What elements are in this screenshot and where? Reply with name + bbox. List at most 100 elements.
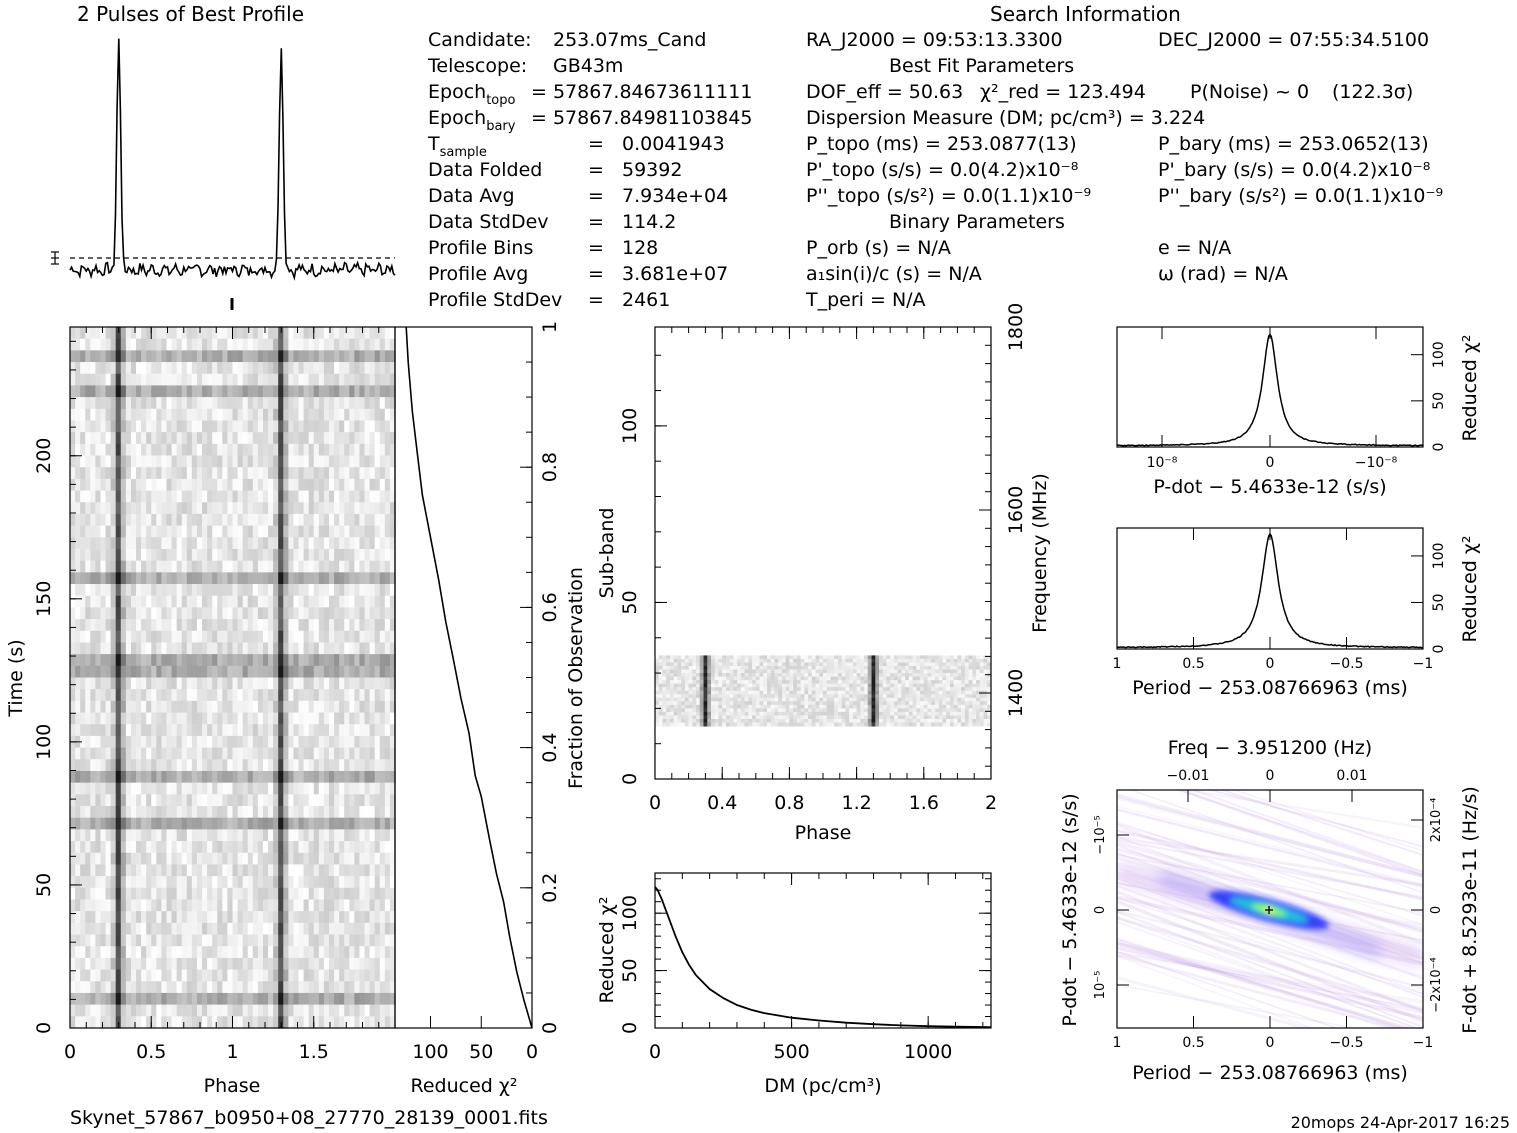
subband-cell	[949, 666, 955, 671]
time-phase-cell	[293, 782, 300, 795]
time-phase-cell	[278, 724, 284, 737]
time-phase-cell	[161, 747, 168, 760]
time-phase-cell	[273, 934, 279, 947]
time-phase-plot	[69, 326, 396, 1029]
time-phase-cell	[110, 397, 117, 410]
time-phase-cell	[359, 829, 366, 842]
time-phase-cell	[379, 899, 386, 912]
time-phase-cell	[75, 841, 81, 854]
time-phase-cell	[227, 584, 234, 597]
time-phase-cell	[293, 572, 300, 585]
subband-cell	[834, 680, 839, 685]
time-phase-cell	[379, 408, 386, 422]
time-phase-cell	[202, 864, 208, 877]
time-phase-cell	[268, 724, 274, 737]
time-phase-cell	[313, 700, 320, 714]
time-phase-cell	[344, 584, 350, 597]
time-phase-cell	[80, 513, 86, 527]
subband-cell	[770, 680, 775, 685]
subband-cell	[923, 683, 929, 688]
time-phase-cell	[217, 385, 223, 398]
time-phase-cell	[110, 502, 117, 515]
time-phase-cell	[268, 782, 274, 795]
subband-cell	[808, 690, 813, 695]
time-phase-cell	[110, 467, 117, 480]
time-phase-cell	[207, 876, 213, 889]
subband-cell	[983, 666, 988, 671]
subband-cell	[953, 690, 958, 695]
time-phase-cell	[212, 992, 218, 1006]
time-phase-cell	[369, 619, 376, 632]
subband-cell	[890, 680, 895, 685]
time-phase-cell	[293, 350, 300, 363]
time-phase-cell	[100, 747, 107, 760]
time-phase-cell	[141, 619, 147, 632]
subband-cell	[979, 680, 985, 685]
subband-cell	[763, 676, 768, 681]
time-phase-cell	[252, 362, 259, 375]
time-phase-cell	[217, 724, 223, 737]
time-phase-cell	[105, 630, 112, 644]
subband-cell	[920, 690, 925, 695]
time-phase-cell	[283, 572, 289, 585]
time-phase-cell	[85, 350, 91, 363]
subband-cell	[722, 673, 727, 678]
time-phase-cell	[95, 992, 102, 1006]
time-phase-cell	[222, 794, 229, 807]
time-phase-cell	[313, 455, 320, 468]
time-phase-cell	[262, 677, 269, 690]
time-phase-cell	[85, 478, 91, 492]
subband-cell	[714, 680, 719, 685]
time-phase-cell	[120, 630, 127, 644]
time-phase-cell	[95, 513, 102, 527]
time-phase-cell	[252, 455, 259, 468]
time-phase-cell	[105, 654, 112, 667]
time-phase-cell	[247, 338, 254, 351]
subband-cell	[983, 687, 988, 692]
time-phase-cell	[186, 607, 193, 620]
time-phase-cell	[273, 420, 279, 433]
subband-cell	[781, 669, 787, 674]
time-phase-cell	[344, 654, 350, 667]
time-phase-cell	[196, 502, 203, 515]
time-phase-cell	[334, 373, 340, 387]
time-phase-cell	[384, 817, 391, 830]
time-phase-cell	[252, 478, 259, 492]
subband-cell	[811, 655, 817, 660]
time-phase-cell	[115, 584, 122, 597]
time-phase-cell	[344, 362, 350, 375]
time-phase-cell	[298, 455, 305, 468]
time-phase-cell	[334, 327, 340, 340]
time-phase-cell	[247, 350, 254, 363]
subband-cell	[927, 673, 932, 678]
subband-cell	[938, 680, 943, 685]
time-phase-cell	[181, 420, 188, 433]
time-phase-cell	[328, 654, 335, 667]
time-phase-cell	[364, 432, 371, 445]
time-phase-cell	[212, 946, 218, 959]
time-phase-cell	[217, 969, 223, 982]
time-phase-cell	[141, 841, 147, 854]
time-phase-cell	[70, 922, 76, 936]
time-phase-cell	[359, 817, 366, 830]
time-phase-cell	[268, 642, 274, 655]
subband-cell	[662, 690, 667, 695]
time-phase-cell	[146, 770, 152, 784]
time-phase-cell	[207, 350, 213, 363]
time-phase-cell	[217, 327, 223, 340]
time-phase-cell	[196, 362, 203, 375]
subband-cell	[725, 687, 731, 692]
time-phase-cell	[257, 981, 264, 994]
subband-cell	[841, 697, 846, 702]
subband-cell	[893, 669, 899, 674]
time-phase-cell	[374, 876, 381, 889]
time-phase-cell	[242, 899, 249, 912]
time-phase-cell	[202, 829, 208, 842]
time-phase-cell	[141, 899, 147, 912]
time-phase-cell	[90, 876, 96, 889]
time-phase-cell	[115, 876, 122, 889]
time-phase-cell	[374, 992, 381, 1006]
time-phase-cell	[247, 537, 254, 550]
time-phase-cell	[120, 817, 127, 830]
time-phase-cell	[227, 829, 234, 842]
